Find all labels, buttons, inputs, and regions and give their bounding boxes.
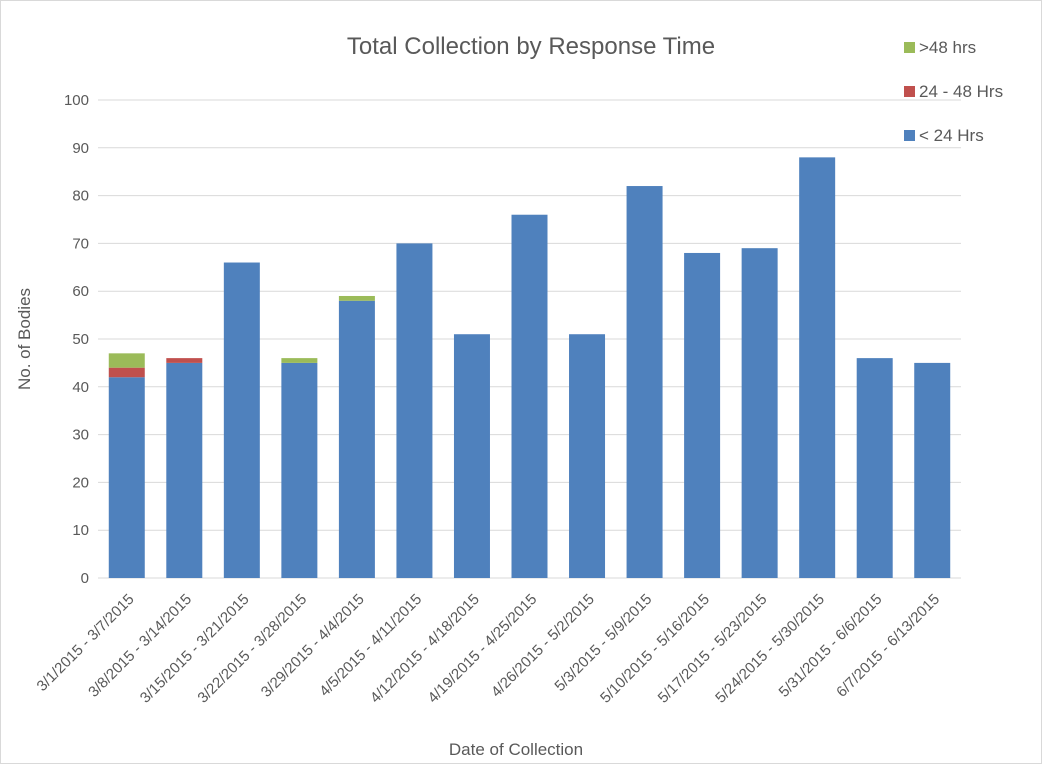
bar-segment	[338, 295, 375, 301]
bar-segment	[569, 334, 606, 578]
bar-segment	[914, 362, 951, 578]
legend-swatch	[904, 86, 915, 97]
y-tick-label: 100	[64, 92, 89, 109]
bar-segment	[453, 334, 490, 578]
bar-segment	[741, 248, 778, 578]
bar-segment	[511, 214, 548, 578]
y-tick-label: 0	[81, 570, 89, 587]
legend-swatch	[904, 42, 915, 53]
bar-segment	[684, 252, 721, 578]
y-tick-label: 50	[72, 331, 89, 348]
bar-segment	[223, 262, 260, 578]
x-tick-label: 3/1/2015 - 3/7/2015	[34, 591, 138, 695]
x-tick-label: 5/17/2015 - 5/23/2015	[655, 591, 771, 707]
x-tick-label: 4/26/2015 - 5/2/2015	[488, 591, 598, 701]
chart-title: Total Collection by Response Time	[347, 33, 715, 60]
bar-segment	[799, 157, 836, 579]
y-tick-label: 40	[72, 379, 89, 396]
y-tick-label: 10	[72, 522, 89, 539]
bar-segment	[108, 377, 145, 578]
bar-segment	[108, 353, 145, 368]
y-tick-label: 90	[72, 140, 89, 157]
y-axis-title: No. of Bodies	[15, 288, 34, 390]
y-tick-label: 60	[72, 283, 89, 300]
y-tick-label: 20	[72, 474, 89, 491]
bar-segment	[166, 358, 203, 363]
x-tick-label: 5/24/2015 - 5/30/2015	[712, 591, 828, 707]
bars	[108, 157, 951, 579]
bar-segment	[856, 358, 893, 578]
y-axis-ticks: 0 10 20 30 40 50 60 70 80 90 100	[64, 92, 89, 587]
y-tick-label: 70	[72, 235, 89, 252]
legend-swatch	[904, 130, 915, 141]
bar-segment	[166, 362, 203, 578]
y-tick-label: 30	[72, 427, 89, 444]
x-tick-label: 5/31/2015 - 6/6/2015	[776, 591, 886, 701]
bar-segment	[281, 358, 318, 363]
x-tick-label: 5/10/2015 - 5/16/2015	[597, 591, 713, 707]
bar-segment	[626, 186, 663, 579]
bar-segment	[338, 300, 375, 578]
x-tick-label: 6/7/2015 - 6/13/2015	[833, 591, 943, 701]
x-tick-label: 4/12/2015 - 4/18/2015	[367, 591, 483, 707]
bar-segment	[281, 362, 318, 578]
x-tick-label: 3/8/2015 - 3/14/2015	[85, 591, 195, 701]
x-axis-title: Date of Collection	[449, 740, 583, 759]
x-tick-label: 4/19/2015 - 4/25/2015	[425, 591, 541, 707]
legend-label: < 24 Hrs	[919, 126, 984, 145]
x-tick-label: 3/15/2015 - 3/21/2015	[137, 591, 253, 707]
x-tick-label: 5/3/2015 - 5/9/2015	[551, 591, 655, 695]
legend-label: 24 - 48 Hrs	[919, 82, 1003, 101]
y-tick-label: 80	[72, 188, 89, 205]
x-tick-label: 3/22/2015 - 3/28/2015	[194, 591, 310, 707]
x-tick-label: 4/5/2015 - 4/11/2015	[316, 591, 425, 700]
bar-segment	[108, 367, 145, 378]
x-tick-label: 3/29/2015 - 4/4/2015	[258, 591, 368, 701]
bar-segment	[396, 243, 433, 578]
legend-label: >48 hrs	[919, 38, 976, 57]
legend: >48 hrs 24 - 48 Hrs < 24 Hrs	[904, 38, 1003, 145]
